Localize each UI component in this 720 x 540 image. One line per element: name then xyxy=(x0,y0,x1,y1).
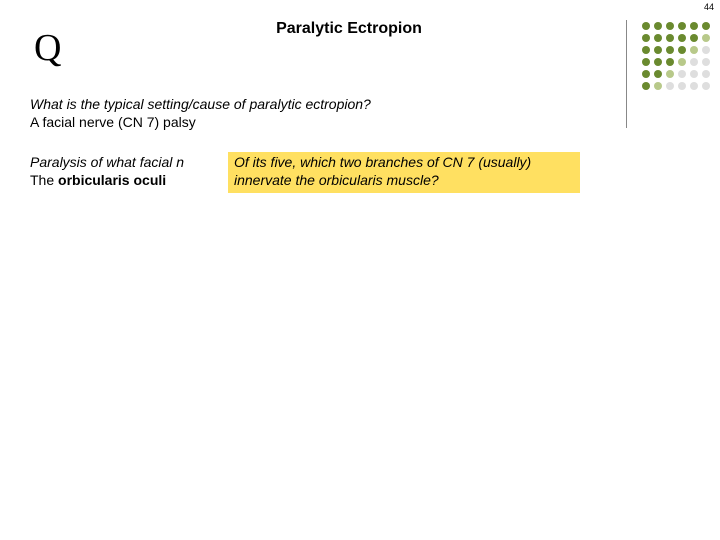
slide: 44 Q Paralytic Ectropion What is the typ… xyxy=(0,0,720,540)
decoration-dot xyxy=(678,46,686,54)
decoration-dot xyxy=(666,34,674,42)
decoration-dot xyxy=(654,58,662,66)
decoration-dot xyxy=(642,34,650,42)
decoration-dot xyxy=(678,22,686,30)
title-box: Paralytic Ectropion xyxy=(254,20,444,38)
decoration-dot xyxy=(666,46,674,54)
dot-row xyxy=(640,68,712,80)
decoration-dot xyxy=(690,70,698,78)
decoration-dot xyxy=(666,70,674,78)
answer-1: A facial nerve (CN 7) palsy xyxy=(30,114,371,132)
decoration-dot xyxy=(666,82,674,90)
vertical-divider xyxy=(626,20,627,128)
decoration-dot xyxy=(702,46,710,54)
decoration-dot xyxy=(654,70,662,78)
dot-row xyxy=(640,20,712,32)
decoration-dot xyxy=(666,58,674,66)
dot-row xyxy=(640,80,712,92)
decoration-dot xyxy=(654,82,662,90)
decoration-dot xyxy=(678,70,686,78)
overlay-question-box: Of its five, which two branches of CN 7 … xyxy=(228,152,580,193)
overlay-line-1: Of its five, which two branches of CN 7 … xyxy=(234,154,574,172)
decoration-dot xyxy=(702,22,710,30)
q-letter: Q xyxy=(34,26,61,70)
decoration-dot xyxy=(642,46,650,54)
dot-row xyxy=(640,32,712,44)
decoration-dot xyxy=(690,58,698,66)
decoration-dot xyxy=(678,34,686,42)
decoration-dot-grid xyxy=(640,20,712,92)
decoration-dot xyxy=(654,34,662,42)
decoration-dot xyxy=(678,82,686,90)
answer-2-line: The orbicularis oculi xyxy=(30,172,184,190)
decoration-dot xyxy=(642,70,650,78)
decoration-dot xyxy=(702,70,710,78)
qa-block-2: Paralysis of what facial n The orbicular… xyxy=(30,154,184,189)
decoration-dot xyxy=(678,58,686,66)
dot-row xyxy=(640,56,712,68)
page-number: 44 xyxy=(704,2,714,12)
slide-title: Paralytic Ectropion xyxy=(276,20,422,37)
decoration-dot xyxy=(690,46,698,54)
dot-row xyxy=(640,44,712,56)
question-1: What is the typical setting/cause of par… xyxy=(30,96,371,114)
answer-2-bold: orbicularis oculi xyxy=(58,172,166,188)
question-2-fragment: Paralysis of what facial n xyxy=(30,154,184,170)
qa-block-1: What is the typical setting/cause of par… xyxy=(30,96,371,131)
decoration-dot xyxy=(654,46,662,54)
answer-2-prefix: The xyxy=(30,172,58,188)
question-2-line: Paralysis of what facial n xyxy=(30,154,184,172)
decoration-dot xyxy=(702,58,710,66)
decoration-dot xyxy=(642,58,650,66)
decoration-dot xyxy=(642,22,650,30)
decoration-dot xyxy=(642,82,650,90)
decoration-dot xyxy=(666,22,674,30)
decoration-dot xyxy=(690,34,698,42)
decoration-dot xyxy=(654,22,662,30)
decoration-dot xyxy=(702,34,710,42)
decoration-dot xyxy=(690,22,698,30)
decoration-dot xyxy=(690,82,698,90)
decoration-dot xyxy=(702,82,710,90)
overlay-line-2: innervate the orbicularis muscle? xyxy=(234,172,574,190)
